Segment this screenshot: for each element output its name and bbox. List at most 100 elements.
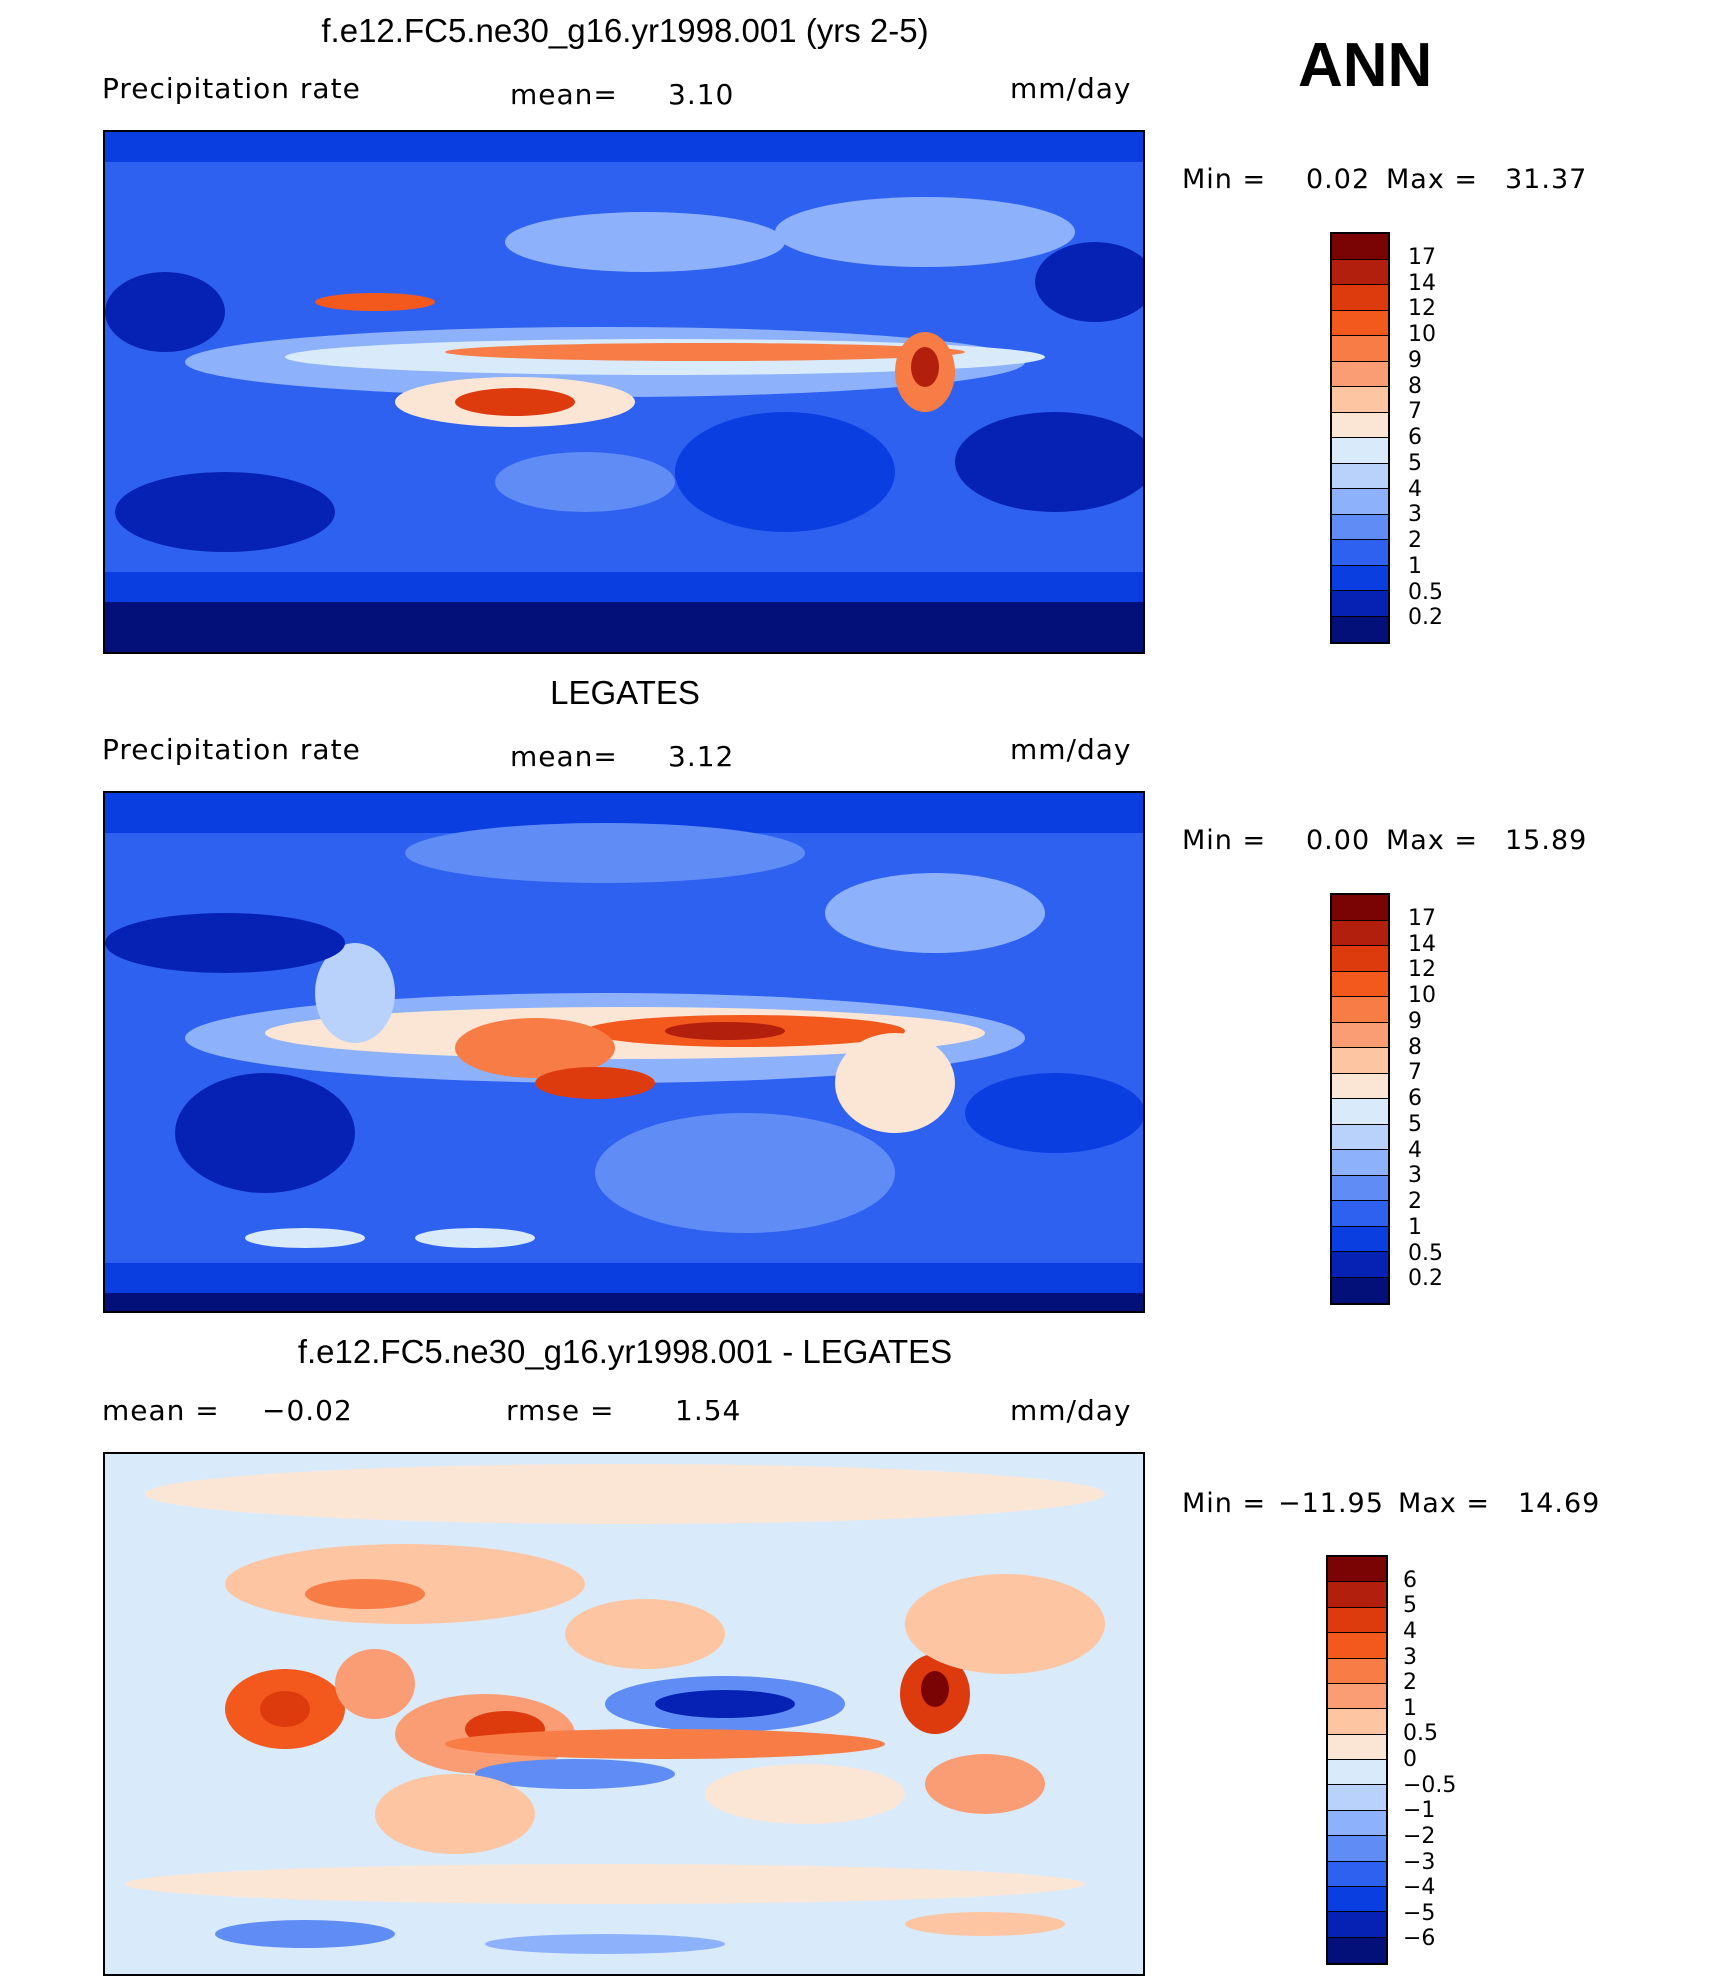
colorbar-swatch <box>1332 1073 1388 1099</box>
colorbar-swatch <box>1332 1099 1388 1125</box>
colorbar-swatch <box>1332 895 1388 921</box>
colorbar-label: −6 <box>1403 1926 1436 1952</box>
colorbar-swatch <box>1328 1912 1386 1938</box>
colorbar-swatch <box>1332 1150 1388 1176</box>
panel3-title: f.e12.FC5.ne30_g16.yr1998.001 - LEGATES <box>297 1333 953 1370</box>
colorbar-swatch <box>1328 1734 1386 1760</box>
panel1-min-label: Min = <box>1182 164 1267 195</box>
panel1-title: f.e12.FC5.ne30_g16.yr1998.001 (yrs 2-5) <box>321 12 929 49</box>
colorbar-label: 8 <box>1408 373 1422 399</box>
colorbar-swatch <box>1332 310 1388 336</box>
colorbar-swatch <box>1332 616 1388 642</box>
panel2-max-value: 15.89 <box>1505 825 1588 856</box>
panel2-left-label: Precipitation rate <box>102 733 361 766</box>
panel3-field <box>105 1454 1143 1974</box>
colorbar-swatch <box>1332 997 1388 1023</box>
colorbar-swatch <box>1328 1607 1386 1634</box>
colorbar-label: 5 <box>1408 450 1422 476</box>
panel1-units: mm/day <box>1010 72 1132 105</box>
colorbar-label: 1 <box>1403 1695 1417 1721</box>
colorbar-label: 17 <box>1408 244 1436 270</box>
panel3-max-value: 14.69 <box>1518 1488 1601 1519</box>
panel2-min-value: 0.00 <box>1306 825 1371 856</box>
colorbar-label: 2 <box>1403 1670 1417 1696</box>
panel2-colorbar-labels: 17 14 12 10 9 8 7 6 5 4 3 2 1 0.5 0.2 <box>1408 893 1488 1305</box>
colorbar-swatch <box>1332 591 1388 617</box>
colorbar-label: 2 <box>1408 1189 1422 1214</box>
colorbar-swatch <box>1328 1709 1386 1735</box>
colorbar-label: 12 <box>1408 957 1436 983</box>
colorbar-label: 14 <box>1408 270 1436 296</box>
colorbar-swatch <box>1332 361 1388 387</box>
colorbar-label: 10 <box>1408 322 1436 347</box>
panel1-max-label: Max = <box>1386 164 1479 195</box>
colorbar-swatch <box>1328 1861 1386 1887</box>
colorbar-label: 7 <box>1408 399 1422 425</box>
colorbar-swatch <box>1332 1252 1388 1278</box>
colorbar-swatch <box>1332 234 1388 260</box>
colorbar-label: 6 <box>1403 1567 1417 1593</box>
colorbar-swatch <box>1332 1277 1388 1303</box>
colorbar-label: 1 <box>1408 1214 1422 1240</box>
panel1-min-value: 0.02 <box>1306 164 1371 195</box>
panel3-max-label: Max = <box>1398 1488 1491 1519</box>
panel1-colorbar <box>1330 232 1390 644</box>
panel2-units: mm/day <box>1010 733 1132 766</box>
colorbar-swatch <box>1332 463 1388 489</box>
season-label: ANN <box>1298 31 1433 100</box>
panel2-mean-value: 3.12 <box>668 740 735 773</box>
colorbar-swatch <box>1328 1836 1386 1862</box>
colorbar-swatch <box>1332 540 1388 566</box>
colorbar-label: 5 <box>1403 1593 1417 1619</box>
colorbar-label: 9 <box>1408 347 1422 373</box>
colorbar-swatch <box>1332 1226 1388 1252</box>
colorbar-swatch <box>1328 1937 1386 1963</box>
colorbar-swatch <box>1328 1785 1386 1811</box>
colorbar-swatch <box>1332 1048 1388 1074</box>
colorbar-label: 7 <box>1408 1060 1422 1086</box>
panel1-mean-label: mean= <box>510 78 618 111</box>
colorbar-swatch <box>1332 1124 1388 1150</box>
panel1-left-label: Precipitation rate <box>102 72 361 105</box>
colorbar-swatch <box>1332 438 1388 464</box>
panel3-left-value: −0.02 <box>262 1394 353 1427</box>
colorbar-label: 0.5 <box>1408 579 1443 605</box>
colorbar-label: 0.2 <box>1408 605 1443 631</box>
panel3-map <box>103 1452 1145 1976</box>
colorbar-label: 5 <box>1408 1111 1422 1137</box>
colorbar-label: 4 <box>1403 1618 1417 1644</box>
panel2-map <box>103 791 1145 1313</box>
colorbar-label: −1 <box>1403 1798 1436 1824</box>
colorbar-swatch <box>1328 1557 1386 1583</box>
panel3-colorbar-labels: 6 5 4 3 2 1 0.5 0 −0.5 −1 −2 −3 −4 −5 −6 <box>1403 1555 1483 1965</box>
panel2-colorbar <box>1330 893 1390 1305</box>
colorbar-swatch <box>1332 412 1388 438</box>
colorbar-swatch <box>1332 259 1388 285</box>
colorbar-label: −0.5 <box>1403 1772 1457 1798</box>
colorbar-swatch <box>1332 946 1388 972</box>
colorbar-swatch <box>1332 514 1388 540</box>
colorbar-swatch <box>1328 1683 1386 1710</box>
colorbar-label: 0.5 <box>1408 1240 1443 1266</box>
panel2-max-label: Max = <box>1386 825 1479 856</box>
colorbar-label: 14 <box>1408 931 1436 957</box>
colorbar-label: 2 <box>1408 528 1422 553</box>
colorbar-swatch <box>1332 336 1388 362</box>
colorbar-label: 0.2 <box>1408 1266 1443 1292</box>
colorbar-label: 6 <box>1408 1086 1422 1111</box>
colorbar-label: 0 <box>1403 1747 1417 1772</box>
colorbar-label: 4 <box>1408 1137 1422 1163</box>
panel1-map <box>103 130 1145 654</box>
colorbar-swatch <box>1332 1201 1388 1227</box>
panel1-max-value: 31.37 <box>1505 164 1588 195</box>
colorbar-swatch <box>1332 920 1388 946</box>
colorbar-label: 6 <box>1408 425 1422 450</box>
colorbar-label: 1 <box>1408 553 1422 579</box>
colorbar-swatch <box>1332 565 1388 591</box>
panel1-mean-value: 3.10 <box>668 78 735 111</box>
colorbar-label: −3 <box>1403 1849 1436 1875</box>
panel3-min-value: −11.95 <box>1278 1488 1384 1519</box>
colorbar-swatch <box>1332 489 1388 515</box>
colorbar-label: −4 <box>1403 1875 1436 1901</box>
panel2-title: LEGATES <box>550 674 700 711</box>
